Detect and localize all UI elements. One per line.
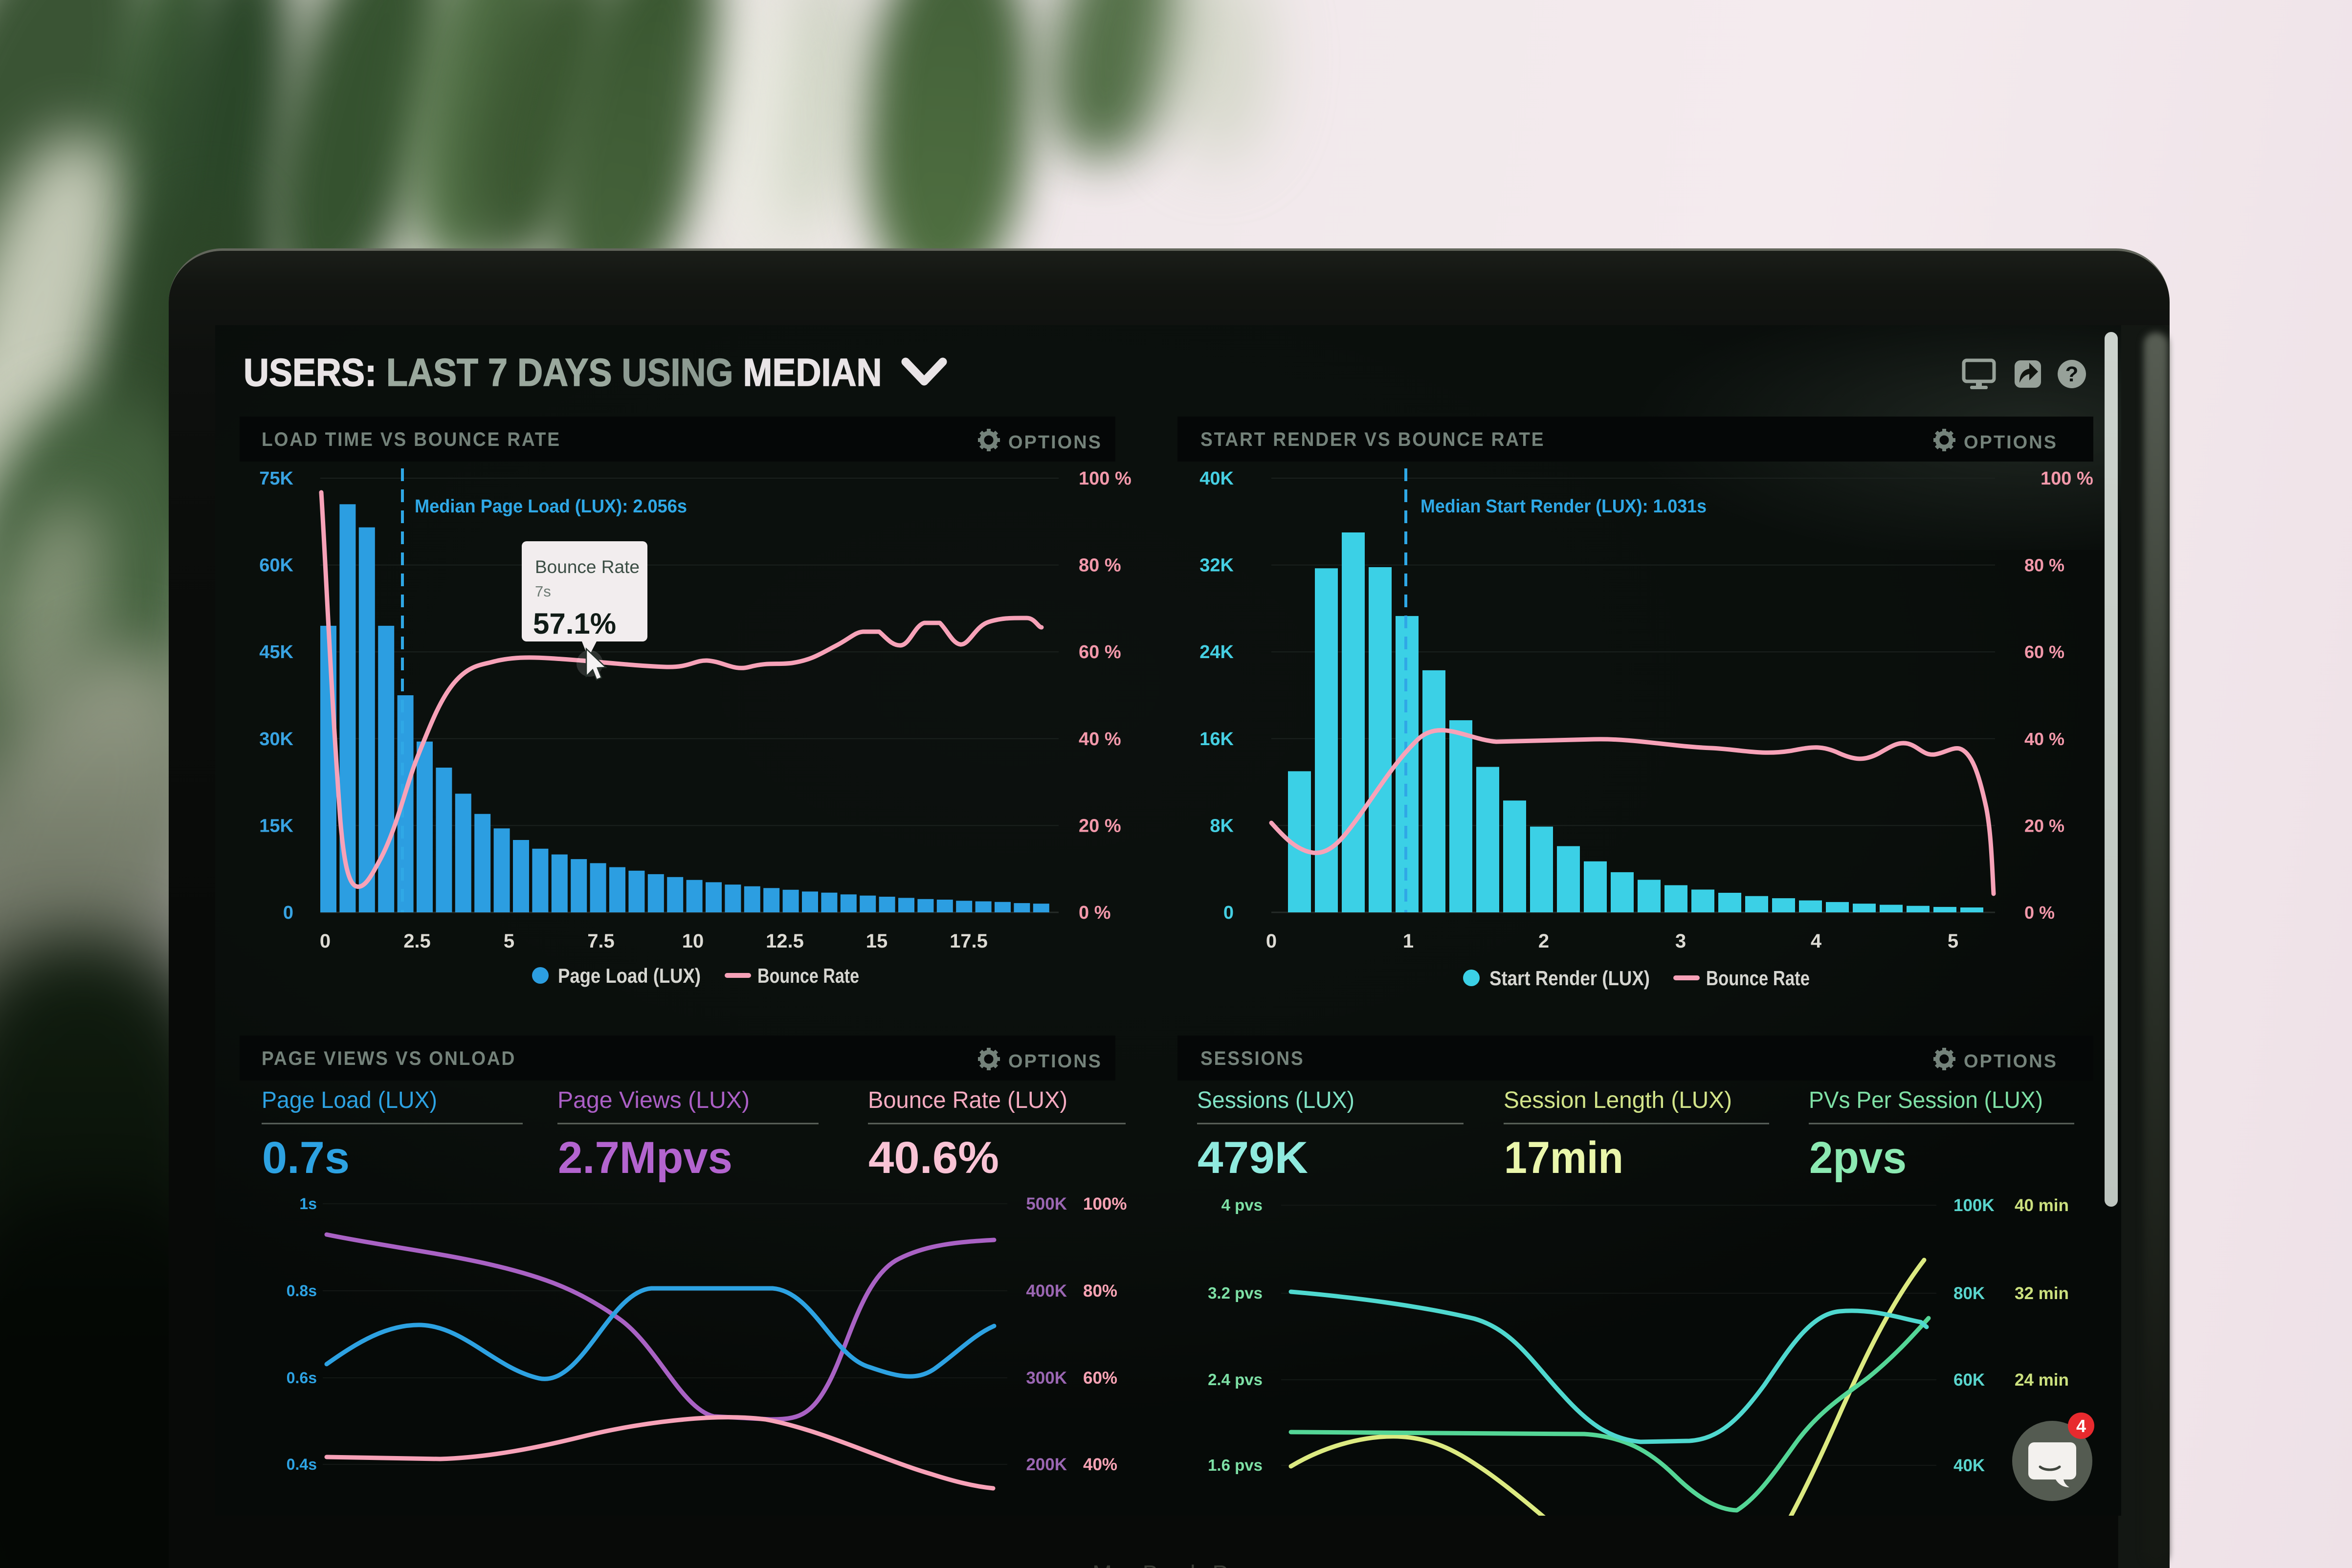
svg-text:40 %: 40 %: [1079, 729, 1121, 750]
svg-text:17.5: 17.5: [950, 930, 988, 952]
svg-text:Bounce Rate: Bounce Rate: [757, 964, 859, 987]
svg-text:32K: 32K: [1199, 555, 1234, 576]
svg-text:40K: 40K: [1199, 468, 1234, 489]
svg-text:0: 0: [320, 930, 331, 952]
svg-text:3.2 pvs: 3.2 pvs: [1208, 1284, 1263, 1302]
svg-text:200K: 200K: [1026, 1455, 1067, 1474]
svg-text:3: 3: [1675, 930, 1686, 952]
svg-text:60%: 60%: [1083, 1369, 1117, 1388]
svg-text:40.6%: 40.6%: [868, 1133, 999, 1183]
svg-text:?: ?: [2065, 362, 2079, 386]
svg-text:Page Load (LUX): Page Load (LUX): [558, 964, 701, 987]
svg-text:0.6s: 0.6s: [287, 1369, 317, 1387]
svg-text:32 min: 32 min: [2015, 1284, 2069, 1303]
svg-text:80 %: 80 %: [2024, 555, 2064, 575]
svg-text:Start Render (LUX): Start Render (LUX): [1489, 967, 1650, 990]
svg-text:479K: 479K: [1198, 1133, 1308, 1183]
svg-text:1s: 1s: [299, 1195, 317, 1213]
svg-text:24 min: 24 min: [2015, 1370, 2069, 1390]
svg-text:Median Page Load (LUX): 2.056s: Median Page Load (LUX): 2.056s: [415, 496, 687, 517]
svg-text:15: 15: [866, 930, 888, 952]
svg-text:Sessions (LUX): Sessions (LUX): [1197, 1087, 1354, 1113]
svg-text:Page Views (LUX): Page Views (LUX): [557, 1087, 750, 1113]
svg-text:PVs Per Session (LUX): PVs Per Session (LUX): [1809, 1087, 2043, 1113]
svg-text:20 %: 20 %: [2024, 816, 2064, 836]
svg-text:75K: 75K: [259, 468, 293, 489]
svg-text:100 %: 100 %: [2041, 468, 2093, 489]
svg-text:45K: 45K: [259, 642, 293, 663]
svg-text:80%: 80%: [1083, 1281, 1117, 1301]
svg-text:0.4s: 0.4s: [287, 1456, 317, 1473]
svg-text:Page Load (LUX): Page Load (LUX): [262, 1087, 437, 1113]
svg-text:2: 2: [1538, 930, 1549, 952]
svg-text:4: 4: [2076, 1416, 2086, 1436]
svg-text:5: 5: [1948, 930, 1958, 952]
svg-text:Session Length (LUX): Session Length (LUX): [1504, 1087, 1732, 1113]
svg-text:80K: 80K: [1953, 1284, 1985, 1303]
svg-text:40K: 40K: [1953, 1456, 1985, 1475]
svg-text:Median Start Render (LUX): 1.0: Median Start Render (LUX): 1.031s: [1420, 496, 1707, 517]
svg-text:2.5: 2.5: [403, 930, 431, 952]
svg-text:7s: 7s: [535, 583, 551, 600]
svg-text:500K: 500K: [1026, 1194, 1067, 1214]
svg-text:1.6 pvs: 1.6 pvs: [1208, 1456, 1263, 1474]
svg-text:100K: 100K: [1953, 1196, 1995, 1215]
svg-text:4: 4: [1811, 930, 1822, 952]
svg-text:Bounce Rate: Bounce Rate: [535, 557, 640, 577]
svg-text:0: 0: [1266, 930, 1277, 952]
svg-text:0.7s: 0.7s: [262, 1133, 350, 1183]
svg-text:40 %: 40 %: [2024, 729, 2064, 749]
svg-text:60 %: 60 %: [1079, 642, 1121, 663]
svg-text:2pvs: 2pvs: [1809, 1133, 1907, 1183]
svg-text:60 %: 60 %: [2024, 642, 2064, 662]
svg-text:7.5: 7.5: [587, 930, 615, 952]
svg-text:0: 0: [1223, 903, 1234, 923]
svg-text:1: 1: [1403, 930, 1414, 952]
svg-text:80 %: 80 %: [1079, 555, 1121, 576]
svg-text:60K: 60K: [259, 555, 293, 576]
svg-text:300K: 300K: [1026, 1369, 1067, 1388]
svg-text:16K: 16K: [1199, 729, 1234, 750]
svg-text:10: 10: [682, 930, 704, 952]
svg-text:4 pvs: 4 pvs: [1221, 1196, 1263, 1214]
svg-text:8K: 8K: [1210, 816, 1234, 836]
svg-text:100 %: 100 %: [1079, 468, 1132, 489]
svg-text:0.8s: 0.8s: [287, 1282, 317, 1300]
svg-text:12.5: 12.5: [766, 930, 804, 952]
svg-text:Bounce Rate: Bounce Rate: [1706, 967, 1810, 990]
svg-text:20 %: 20 %: [1079, 816, 1121, 836]
svg-text:60K: 60K: [1953, 1370, 1985, 1390]
svg-text:17min: 17min: [1504, 1133, 1623, 1183]
svg-text:30K: 30K: [259, 729, 293, 750]
svg-text:40%: 40%: [1083, 1455, 1117, 1474]
svg-text:24K: 24K: [1199, 642, 1234, 663]
svg-text:100%: 100%: [1083, 1194, 1127, 1214]
svg-text:400K: 400K: [1026, 1281, 1067, 1301]
svg-text:2.7Mpvs: 2.7Mpvs: [558, 1133, 732, 1183]
svg-text:5: 5: [504, 930, 514, 952]
svg-text:Bounce Rate (LUX): Bounce Rate (LUX): [868, 1087, 1067, 1113]
svg-text:0 %: 0 %: [2024, 903, 2055, 923]
svg-text:0 %: 0 %: [1079, 903, 1110, 923]
svg-text:15K: 15K: [259, 816, 293, 836]
svg-text:40 min: 40 min: [2015, 1196, 2069, 1215]
svg-text:0: 0: [283, 903, 293, 923]
svg-text:57.1%: 57.1%: [533, 607, 616, 640]
svg-text:2.4 pvs: 2.4 pvs: [1208, 1370, 1263, 1389]
